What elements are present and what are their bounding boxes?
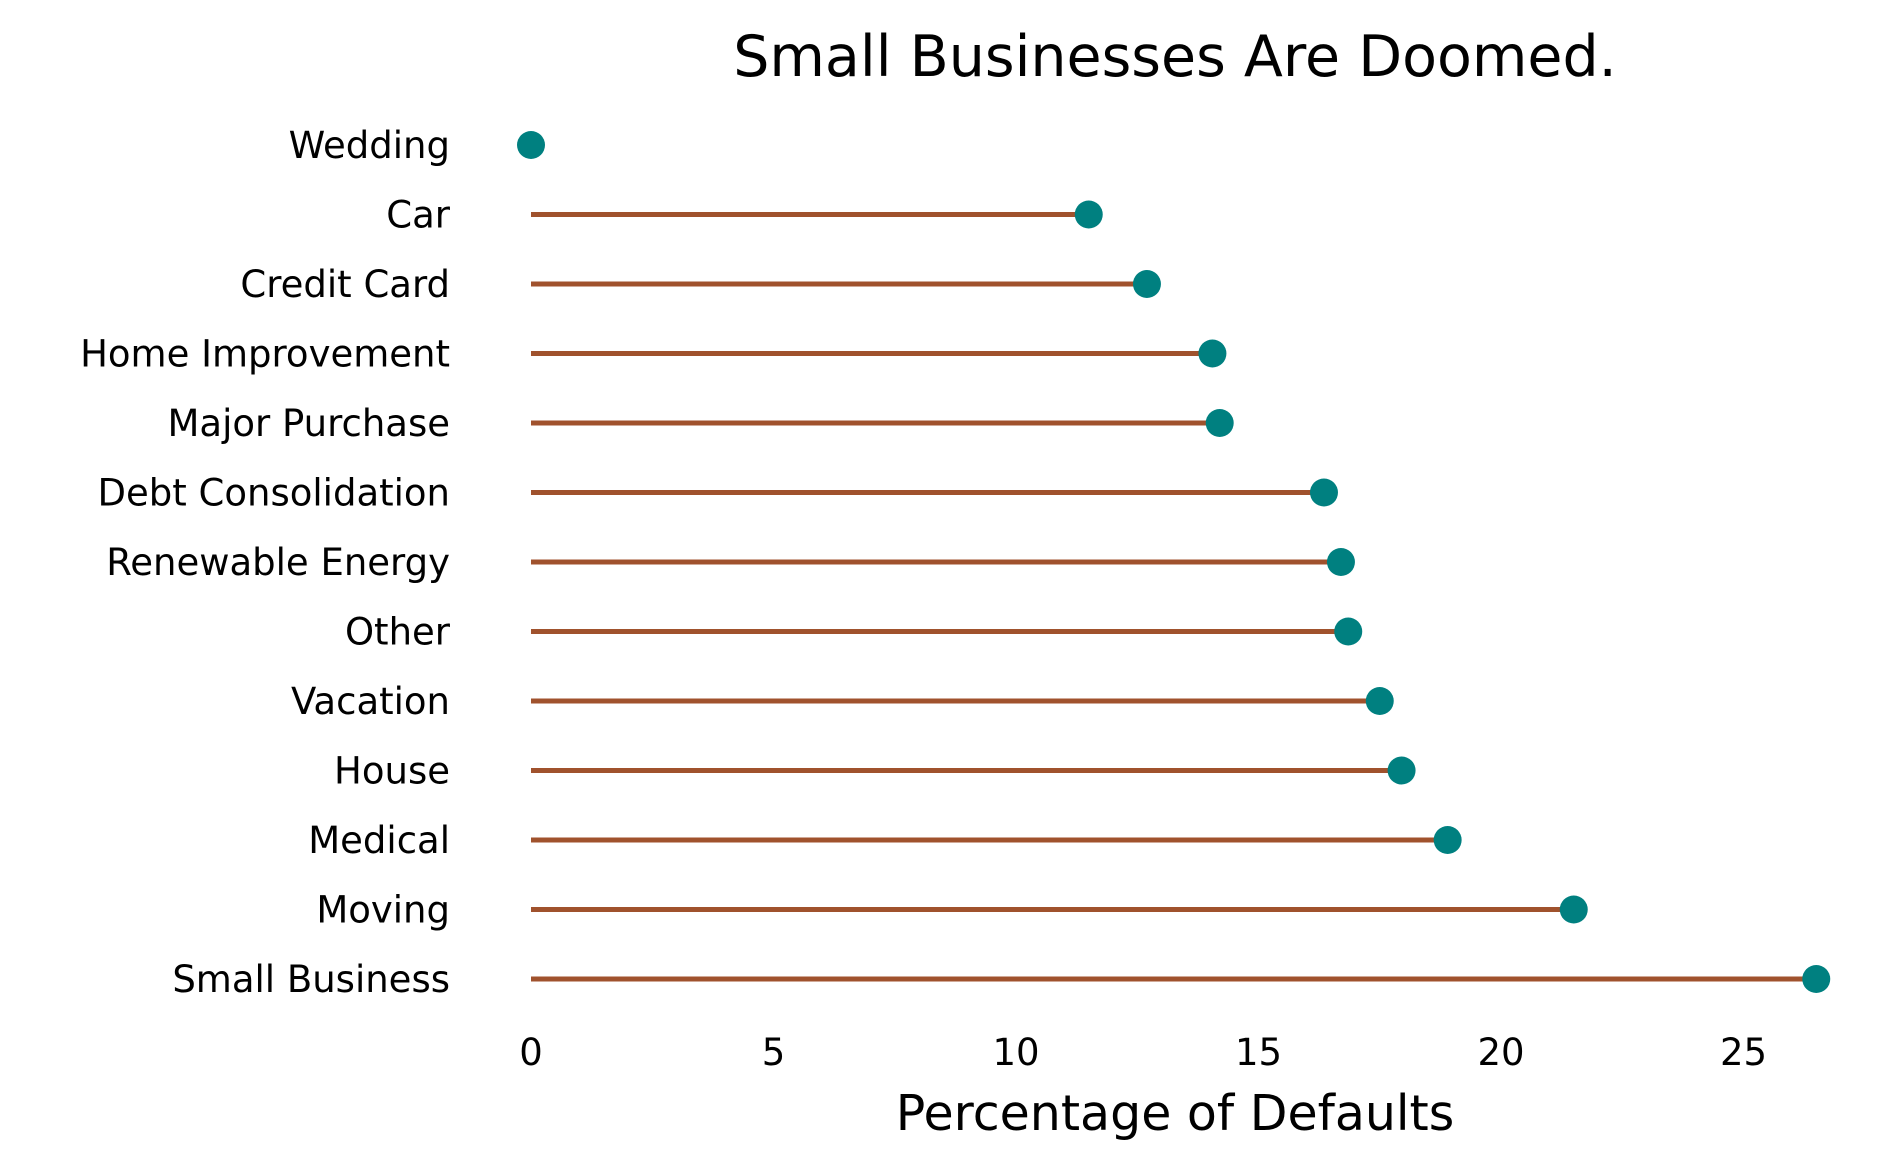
marker-car	[1074, 200, 1103, 229]
marker-home-improvement	[1198, 339, 1227, 368]
y-tick-label-home-improvement: Home Improvement	[80, 333, 450, 376]
y-tick-label-medical: Medical	[308, 819, 450, 862]
y-tick-label-small-business: Small Business	[172, 958, 450, 1001]
marker-moving	[1559, 895, 1588, 924]
marker-debt-consolidation	[1309, 478, 1338, 507]
x-tick-label-10: 10	[992, 1031, 1039, 1074]
x-tick-label-5: 5	[762, 1031, 786, 1074]
marker-medical	[1433, 826, 1462, 854]
marker-other	[1334, 617, 1363, 646]
y-tick-label-debt-consolidation: Debt Consolidation	[98, 472, 450, 515]
y-tick-label-house: House	[334, 750, 450, 793]
y-tick-label-major-purchase: Major Purchase	[167, 402, 450, 445]
stems-group	[531, 212, 1817, 982]
x-tick-label-0: 0	[519, 1031, 543, 1074]
markers-group	[517, 131, 1831, 993]
x-tick-label-25: 25	[1720, 1031, 1767, 1074]
y-tick-label-vacation: Vacation	[291, 680, 450, 723]
marker-renewable-energy	[1326, 548, 1355, 576]
marker-house	[1387, 756, 1416, 785]
x-axis-label: Percentage of Defaults	[896, 1085, 1455, 1142]
marker-small-business	[1802, 965, 1831, 993]
marker-major-purchase	[1205, 409, 1234, 437]
marker-wedding	[517, 131, 545, 159]
y-tick-label-other: Other	[345, 611, 451, 654]
marker-vacation	[1365, 687, 1394, 715]
x-tick-label-15: 15	[1235, 1031, 1282, 1074]
x-tick-label-20: 20	[1477, 1031, 1524, 1074]
y-tick-label-credit-card: Credit Card	[240, 263, 450, 306]
y-tick-label-car: Car	[386, 194, 451, 237]
y-tick-label-renewable-energy: Renewable Energy	[106, 541, 450, 584]
x-tick-labels: 0 5 10 15 20 25	[519, 1031, 1767, 1074]
chart-title: Small Businesses Are Doomed.	[733, 24, 1617, 90]
y-tick-label-wedding: Wedding	[289, 124, 450, 167]
y-tick-label-moving: Moving	[316, 889, 450, 932]
marker-credit-card	[1132, 270, 1161, 298]
y-tick-labels: Wedding Car Credit Card Home Improvement Maj…	[80, 124, 451, 1001]
